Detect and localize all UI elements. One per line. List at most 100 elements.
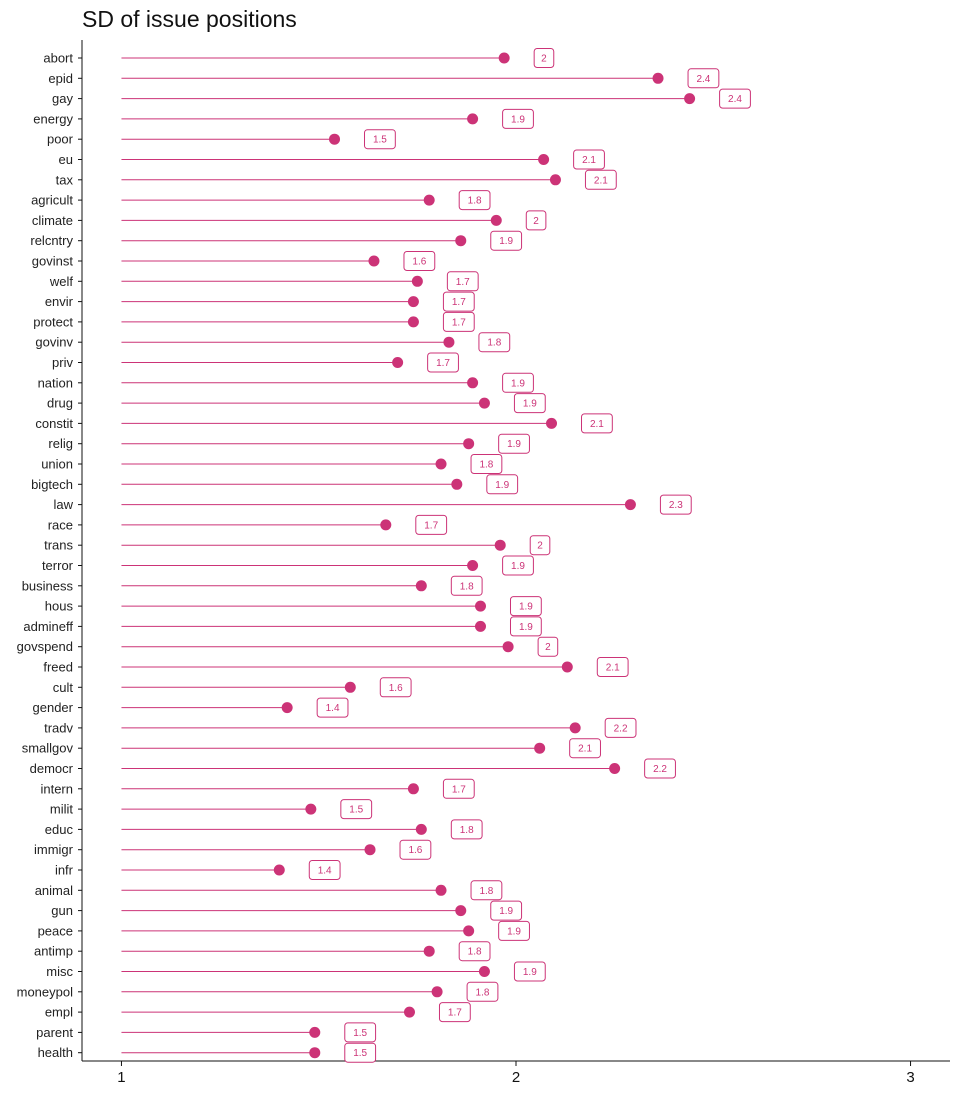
value-label-box <box>466 981 499 1002</box>
value-label: 2 <box>541 54 547 65</box>
value-label: 2 <box>545 642 551 653</box>
category-label: constit <box>35 416 73 431</box>
value-label-box <box>344 1042 377 1063</box>
lollipop-point <box>451 478 463 490</box>
value-label-box <box>659 494 692 515</box>
value-label: 1.7 <box>456 277 470 288</box>
lollipop-point <box>549 174 561 186</box>
category-label: govspend <box>17 639 73 654</box>
value-label-box <box>502 372 534 393</box>
lollipop-point <box>534 742 546 754</box>
category-label: milit <box>50 802 73 817</box>
value-label: 2.1 <box>594 175 608 186</box>
value-label-box <box>569 738 601 759</box>
value-label-box <box>509 616 542 637</box>
category-label: smallgov <box>22 741 74 756</box>
lollipop-point <box>344 681 356 693</box>
category-label: eu <box>59 152 73 167</box>
value-label-box <box>344 1022 377 1043</box>
value-label-box <box>573 149 605 170</box>
lollipop-point <box>569 722 581 734</box>
category-label: freed <box>43 660 73 675</box>
category-label: drug <box>47 396 73 411</box>
value-label: 1.7 <box>436 358 450 369</box>
category-label: tradv <box>44 720 73 735</box>
lollipop-point <box>490 214 502 226</box>
value-label-box <box>490 230 523 251</box>
value-label-box <box>687 68 720 89</box>
value-label: 1.7 <box>452 297 466 308</box>
x-tick-label: 1 <box>117 1069 125 1086</box>
lollipop-point <box>538 154 550 165</box>
category-label: parent <box>36 1025 73 1040</box>
category-label: agricult <box>31 193 73 208</box>
lollipop-point <box>309 1047 321 1059</box>
value-label-box <box>340 799 373 820</box>
value-label-box <box>403 251 436 271</box>
value-label-box <box>584 169 617 190</box>
x-tick-label: 2 <box>512 1069 520 1086</box>
category-label: govinv <box>35 335 73 350</box>
value-label-box <box>458 941 491 962</box>
lollipop-point <box>435 884 447 896</box>
category-label: gender <box>33 700 74 715</box>
value-label: 1.6 <box>412 257 426 268</box>
category-label: union <box>41 457 73 472</box>
category-label: energy <box>33 111 73 126</box>
lollipop-point <box>684 93 696 105</box>
value-label: 2.1 <box>606 663 620 674</box>
value-label-box <box>446 271 479 292</box>
value-label: 1.9 <box>507 926 521 937</box>
value-label-box <box>498 920 530 941</box>
value-label: 2.1 <box>582 155 596 166</box>
value-label: 1.4 <box>326 703 340 714</box>
value-label: 1.6 <box>408 845 422 856</box>
lollipop-point <box>652 72 664 84</box>
category-label: gay <box>52 91 73 106</box>
category-label: abort <box>43 51 73 66</box>
value-label-box <box>509 596 542 617</box>
value-label-box <box>442 311 475 332</box>
lollipop-point <box>415 823 427 835</box>
lollipop-point <box>415 580 427 592</box>
lollipop-point <box>431 986 443 998</box>
value-label: 2 <box>533 216 539 227</box>
value-label: 1.8 <box>479 886 493 897</box>
value-label-box <box>529 535 551 556</box>
lollipop-point <box>467 113 479 125</box>
value-label: 1.9 <box>507 439 521 450</box>
category-label: infr <box>55 863 74 878</box>
lollipop-point <box>463 925 475 937</box>
lollipop-point <box>305 803 317 815</box>
lollipop-point <box>392 357 404 368</box>
value-label-box <box>513 393 546 414</box>
value-label-box <box>525 210 547 231</box>
lollipop-point <box>494 539 506 551</box>
lollipop-point <box>380 519 392 531</box>
lollipop-point <box>407 316 419 328</box>
value-label-box <box>364 129 396 150</box>
category-label: antimp <box>34 944 73 959</box>
lollipop-point <box>435 458 447 470</box>
value-label-box <box>490 900 523 921</box>
value-label: 1.8 <box>476 987 490 998</box>
value-label-box <box>427 352 459 373</box>
value-label: 1.5 <box>349 805 363 816</box>
category-label: health <box>38 1045 73 1060</box>
value-label: 2.4 <box>696 74 710 85</box>
chart-title: SD of issue positions <box>82 6 297 32</box>
value-label: 1.5 <box>353 1028 367 1039</box>
value-label: 2.1 <box>590 419 604 430</box>
lollipop-point <box>624 499 636 511</box>
lollipop-point <box>281 702 293 714</box>
category-label: admineff <box>23 619 73 634</box>
value-label: 1.5 <box>353 1048 367 1059</box>
value-label-box <box>458 190 491 211</box>
category-label: cult <box>53 680 74 695</box>
value-label: 1.9 <box>519 622 533 633</box>
value-label: 2.3 <box>669 500 683 511</box>
value-label: 1.8 <box>487 338 501 349</box>
lollipop-point <box>455 905 467 917</box>
lollipop-point <box>502 641 514 653</box>
